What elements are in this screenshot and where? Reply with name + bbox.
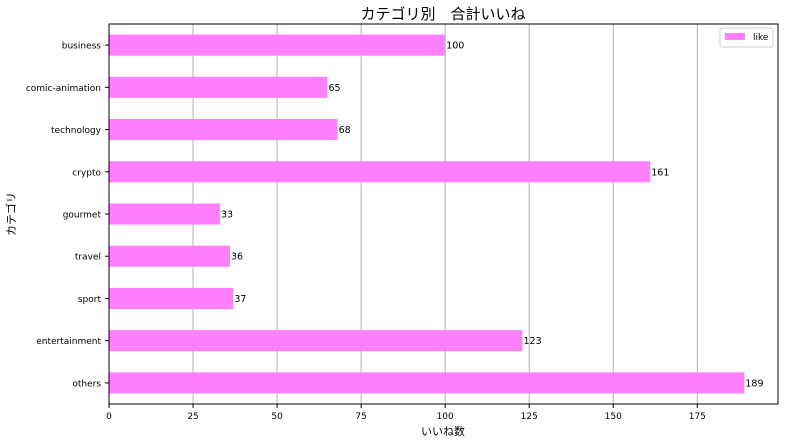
data-labels: 100 65 68 161 33 36 37 123 189 xyxy=(221,41,764,390)
bar-travel xyxy=(109,245,231,267)
x-axis-label: いいね数 xyxy=(421,425,465,438)
data-label-travel: 36 xyxy=(231,252,243,263)
bar-technology xyxy=(109,119,338,141)
y-tick-label: crypto xyxy=(72,168,101,178)
x-tick-label: 0 xyxy=(106,412,112,422)
y-tick-label: travel xyxy=(75,253,101,263)
y-axis-label: カテゴリ xyxy=(4,192,18,236)
y-axis-ticks: business comic-animation technology crypto g… xyxy=(26,42,109,389)
data-label-others: 189 xyxy=(745,378,763,389)
legend: like xyxy=(719,27,774,48)
y-tick-label: gourmet xyxy=(63,211,102,221)
y-tick-label: technology xyxy=(51,126,102,136)
chart-title: カテゴリ別 合計いいね xyxy=(360,5,525,23)
y-tick-label: others xyxy=(72,379,101,389)
y-tick-label: entertainment xyxy=(36,337,101,347)
data-label-business: 100 xyxy=(446,41,464,52)
x-tick-label: 50 xyxy=(271,412,283,422)
legend-label: like xyxy=(753,33,769,43)
y-tick-label: comic-animation xyxy=(26,84,101,94)
bar-sport xyxy=(109,287,234,309)
x-tick-label: 125 xyxy=(521,412,538,422)
x-tick-label: 75 xyxy=(355,412,366,422)
x-tick-label: 25 xyxy=(187,412,198,422)
data-label-technology: 68 xyxy=(339,125,351,136)
data-label-gourmet: 33 xyxy=(221,210,233,221)
data-label-sport: 37 xyxy=(234,294,246,305)
bars xyxy=(109,34,745,394)
data-label-entertainment: 123 xyxy=(524,336,542,347)
x-axis-ticks: 0 25 50 75 100 125 150 175 xyxy=(106,404,706,422)
bar-comic-animation xyxy=(109,76,328,98)
legend-swatch xyxy=(725,33,745,40)
bar-entertainment xyxy=(109,330,523,352)
bar-crypto xyxy=(109,161,651,183)
data-label-crypto: 161 xyxy=(651,167,669,178)
data-label-comic-animation: 65 xyxy=(329,83,341,94)
y-tick-label: sport xyxy=(78,295,102,305)
legend-frame xyxy=(719,27,774,48)
bar-others xyxy=(109,372,745,394)
x-tick-label: 175 xyxy=(689,412,706,422)
x-tick-label: 150 xyxy=(605,412,622,422)
y-tick-label: business xyxy=(62,42,102,52)
bar-business xyxy=(109,34,446,56)
x-tick-label: 100 xyxy=(437,412,454,422)
bar-gourmet xyxy=(109,203,220,225)
